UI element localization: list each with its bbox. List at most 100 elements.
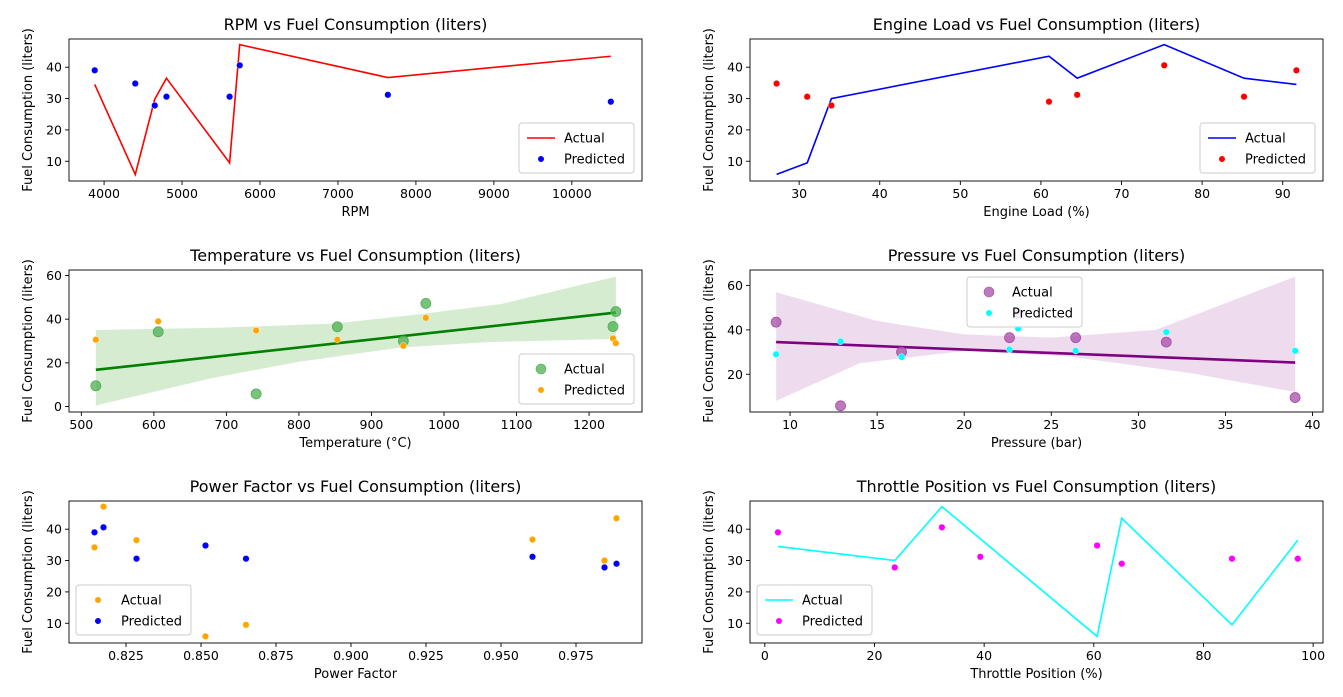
x-tick-label: 0.975 <box>558 648 594 663</box>
data-point-predicted-6 <box>1072 347 1080 355</box>
y-axis-label: Fuel Consumption (liters) <box>21 259 36 423</box>
legend-label: Predicted <box>564 384 625 399</box>
legend-label: Actual <box>564 132 605 147</box>
data-point-predicted-7 <box>1240 93 1248 101</box>
data-point-actual-1 <box>90 380 102 392</box>
y-tick-label: 30 <box>46 91 62 106</box>
data-point-predicted-2 <box>154 317 162 325</box>
axes-frame <box>68 269 643 413</box>
legend-label: Predicted <box>1012 307 1073 322</box>
x-tick-label: 80 <box>1194 186 1210 201</box>
data-point-predicted-8 <box>613 560 621 568</box>
legend-label: Actual <box>121 594 162 609</box>
y-tick-label: 60 <box>46 268 62 283</box>
y-tick-label: 0 <box>54 399 62 414</box>
data-point-predicted-7 <box>601 563 609 571</box>
data-point-actual-6 <box>529 536 537 544</box>
x-tick-label: 20 <box>956 417 972 432</box>
x-tick-label: 0.875 <box>258 648 294 663</box>
data-point-predicted-7 <box>1162 328 1170 336</box>
data-point-actual-4 <box>1004 332 1015 344</box>
chart-title: Power Factor vs Fuel Consumption (liters… <box>190 477 522 496</box>
y-tick-label: 40 <box>727 522 743 537</box>
data-point-predicted-5 <box>226 93 234 101</box>
chart-title: Pressure vs Fuel Consumption (liters) <box>888 246 1186 265</box>
legend: Actual Predicted <box>756 584 873 636</box>
data-point-predicted-3 <box>151 101 159 109</box>
data-point-predicted-3 <box>827 101 835 109</box>
chart-title: Throttle Position vs Fuel Consumption (l… <box>856 477 1216 496</box>
legend-marker-swatch <box>94 617 102 625</box>
subplot-1: 4000 5000 6000 7000 8000 9000 10000 10 20 30 40 RPM… <box>21 15 643 220</box>
axes-frame <box>749 269 1324 413</box>
data-point-predicted-4 <box>1045 98 1053 106</box>
y-axis-label: Fuel Consumption (liters) <box>21 490 36 654</box>
y-tick-label: 60 <box>727 278 743 293</box>
y-tick-label: 10 <box>727 616 743 631</box>
legend-marker-swatch <box>94 596 102 604</box>
chart-title: Temperature vs Fuel Consumption (liters) <box>189 246 521 265</box>
y-axis-label: Fuel Consumption (liters) <box>702 28 717 192</box>
axes-frame <box>68 38 643 182</box>
data-point-actual-8 <box>1289 392 1301 403</box>
data-point-predicted-2 <box>99 523 107 531</box>
confidence-band <box>776 276 1296 401</box>
y-tick-label: 30 <box>727 553 743 568</box>
data-point-predicted-1 <box>772 350 780 358</box>
data-point-predicted-6 <box>529 553 537 561</box>
data-point-predicted-6 <box>236 61 244 69</box>
legend-label: Predicted <box>564 153 625 168</box>
axes-frame <box>68 500 643 644</box>
x-tick-label: 1000 <box>428 417 460 432</box>
legend-label: Actual <box>802 594 843 609</box>
data-point-predicted-6 <box>422 314 430 322</box>
data-point-predicted-4 <box>162 93 170 101</box>
legend-box <box>75 584 192 636</box>
data-point-actual-7 <box>607 321 619 332</box>
legend-marker-swatch <box>775 617 783 625</box>
subplot-4: 10 15 20 25 30 35 40 20 40 60 Pressure vs Fuel Con… <box>702 246 1324 451</box>
data-point-predicted-8 <box>612 339 620 347</box>
legend-box <box>966 276 1083 328</box>
legend-label: Actual <box>564 363 605 378</box>
subplot-5: 0.825 0.850 0.875 0.900 0.925 0.950 0.975 10 20 3… <box>21 477 643 682</box>
x-tick-label: 0 <box>761 648 769 663</box>
data-point-actual-7 <box>1160 336 1172 348</box>
x-tick-label: 6000 <box>244 186 276 201</box>
y-tick-label: 30 <box>727 91 743 106</box>
data-point-actual-3 <box>132 536 140 544</box>
data-point-predicted-2 <box>837 337 845 345</box>
data-point-predicted-7 <box>1228 555 1236 563</box>
x-tick-label: 40 <box>872 186 888 201</box>
data-point-predicted-2 <box>131 80 139 88</box>
data-point-actual-5 <box>242 621 250 629</box>
data-point-predicted-2 <box>803 93 811 101</box>
x-tick-label: 90 <box>1275 186 1291 201</box>
y-tick-label: 10 <box>46 616 62 631</box>
y-tick-label: 40 <box>46 312 62 327</box>
data-point-predicted-2 <box>891 563 899 571</box>
legend-box <box>756 584 873 636</box>
data-point-predicted-3 <box>898 353 906 361</box>
data-point-predicted-4 <box>1006 345 1014 353</box>
data-point-actual-8 <box>613 514 621 522</box>
data-point-actual-3 <box>250 388 262 400</box>
subplot-2: 30 40 50 60 70 80 90 10 20 30 40 Engine Load vs Fue… <box>702 15 1324 220</box>
x-tick-label: 60 <box>1086 648 1102 663</box>
data-point-predicted-6 <box>1118 560 1126 568</box>
x-tick-label: 10 <box>782 417 798 432</box>
legend: Actual Predicted <box>966 276 1083 328</box>
x-tick-label: 700 <box>214 417 238 432</box>
x-tick-label: 80 <box>1196 648 1212 663</box>
x-tick-label: 1100 <box>501 417 533 432</box>
x-tick-label: 40 <box>1305 417 1321 432</box>
legend-marker-swatch <box>537 155 545 163</box>
data-point-actual-4 <box>201 632 209 640</box>
axes-frame <box>749 38 1324 182</box>
data-point-predicted-8 <box>1292 66 1300 74</box>
axes-frame <box>749 500 1324 644</box>
data-point-predicted-4 <box>201 542 209 550</box>
x-tick-label: 0.900 <box>333 648 369 663</box>
y-tick-label: 10 <box>46 154 62 169</box>
data-point-predicted-3 <box>938 523 946 531</box>
